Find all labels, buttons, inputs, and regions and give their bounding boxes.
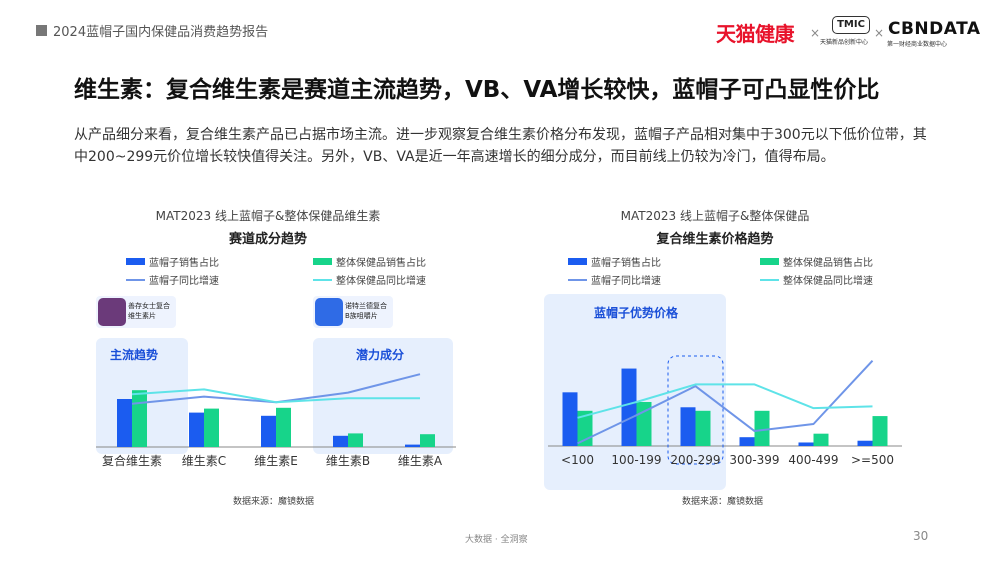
- advantage-price-label: 蓝帽子优势价格: [594, 306, 679, 320]
- legend-item: 蓝帽子同比增速: [568, 272, 661, 287]
- tmall-health-logo: 天猫健康: [716, 22, 795, 46]
- legend-swatch: [568, 258, 587, 265]
- bar-overall-share: [348, 433, 363, 447]
- legend-item: 整体保健品销售占比: [313, 254, 426, 269]
- report-title: 2024蓝帽子国内保健品消费趋势报告: [53, 25, 269, 40]
- logo-separator: ×: [874, 26, 885, 40]
- bar-bluehat-share: [117, 399, 132, 447]
- legend-item: 整体保健品同比增速: [760, 272, 873, 287]
- legend-item: 整体保健品同比增速: [313, 272, 426, 287]
- category-label: 维生素B: [326, 454, 370, 468]
- line-bluehat-growth: [131, 373, 421, 405]
- legend-swatch: [760, 278, 779, 281]
- line-bluehat-growth: [577, 359, 874, 445]
- bar-overall-share: [695, 410, 711, 446]
- line-overall-growth: [131, 388, 420, 404]
- product-name: 善存女士复合维生素片: [128, 302, 170, 320]
- legend-swatch: [126, 258, 145, 265]
- legend-label: 整体保健品同比增速: [783, 276, 873, 287]
- product-bottle-icon: [98, 298, 126, 326]
- product-name: 诺特兰德复合B族咀嚼片: [345, 302, 387, 320]
- potential-label: 潜力成分: [356, 348, 405, 362]
- category-label: >=500: [851, 453, 894, 467]
- legend-label: 蓝帽子同比增速: [591, 276, 661, 287]
- bar-bluehat-share: [405, 444, 420, 447]
- bar-bluehat-share: [857, 440, 873, 446]
- product-card-nature-land: 诺特兰德复合B族咀嚼片: [313, 296, 393, 328]
- bar-overall-share: [204, 408, 219, 447]
- right-chart-title-line1: MAT2023 线上蓝帽子&整体保健品: [620, 209, 810, 223]
- category-label: 300-399: [729, 453, 779, 467]
- legend-label: 蓝帽子同比增速: [149, 276, 219, 287]
- bar-overall-share: [754, 410, 770, 446]
- bar-bluehat-share: [261, 415, 276, 447]
- legend-swatch: [313, 278, 332, 281]
- summary-paragraph: 从产品细分来看，复合维生素产品已占据市场主流。进一步观察复合维生素价格分布发现，…: [74, 127, 927, 165]
- legend-swatch: [126, 278, 145, 281]
- bar-bluehat-share: [562, 392, 578, 446]
- page-number: 30: [913, 529, 929, 543]
- category-label: 200-299: [670, 453, 720, 467]
- category-label: 维生素E: [254, 454, 298, 468]
- category-label: 复合维生素: [102, 453, 162, 468]
- legend-swatch: [313, 258, 332, 265]
- product-bottle-icon: [315, 298, 343, 326]
- footer-tagline: 大数据 · 全洞察: [465, 535, 528, 545]
- left-chart-title-line1: MAT2023 线上蓝帽子&整体保健品维生素: [155, 209, 381, 223]
- bar-overall-share: [813, 433, 829, 446]
- header-square-icon: [36, 25, 47, 36]
- right-chart-title-line2: 复合维生素价格趋势: [656, 232, 774, 247]
- legend-item: 蓝帽子同比增速: [126, 272, 219, 287]
- bar-bluehat-share: [621, 368, 637, 446]
- bar-overall-share: [276, 407, 291, 447]
- bar-bluehat-share: [798, 442, 814, 446]
- bar-overall-share: [872, 416, 888, 446]
- legend-item: 蓝帽子销售占比: [568, 254, 661, 269]
- legend-item: 蓝帽子销售占比: [126, 254, 219, 269]
- line-overall-growth: [577, 383, 873, 419]
- product-card-centrum: 善存女士复合维生素片: [96, 296, 176, 328]
- slide-title: 维生素：复合维生素是赛道主流趋势，VB、VA增长较快，蓝帽子可凸显性价比: [74, 77, 880, 103]
- left-chart-title: MAT2023 线上蓝帽子&整体保健品维生素 赛道成分趋势: [138, 207, 398, 247]
- right-chart-title: MAT2023 线上蓝帽子&整体保健品 复合维生素价格趋势: [585, 207, 845, 247]
- bar-overall-share: [420, 434, 435, 447]
- legend-label: 整体保健品销售占比: [336, 258, 426, 269]
- tmic-logo: TMIC: [832, 16, 870, 34]
- legend-label: 蓝帽子销售占比: [591, 258, 661, 269]
- bar-bluehat-share: [333, 435, 348, 447]
- category-label: 维生素A: [398, 454, 443, 468]
- bar-bluehat-share: [680, 407, 696, 446]
- bar-bluehat-share: [739, 437, 755, 446]
- cbndata-logo: CBNDATA: [888, 19, 981, 39]
- category-label: 维生素C: [182, 454, 226, 468]
- right-chart-plot: <100 100-199 200-299 300-399 400-499 >=500: [548, 355, 902, 467]
- legend-item: 整体保健品销售占比: [760, 254, 873, 269]
- right-chart-source: 数据来源：魔镜数据: [682, 497, 764, 507]
- left-chart-source: 数据来源：魔镜数据: [233, 497, 315, 507]
- logo-separator: ×: [810, 26, 821, 40]
- category-label: <100: [561, 453, 594, 467]
- legend-swatch: [760, 258, 779, 265]
- bar-overall-share: [132, 390, 147, 447]
- legend-swatch: [568, 278, 587, 281]
- cbndata-logo-subtitle: 第一财经商业数据中心: [887, 41, 948, 48]
- left-chart-plot: 复合维生素 维生素C 维生素E 维生素B 维生素A: [96, 373, 456, 468]
- mainstream-label: 主流趋势: [110, 348, 159, 362]
- category-label: 400-499: [788, 453, 838, 467]
- tmic-logo-subtitle: 天猫新品创新中心: [820, 39, 869, 46]
- bar-bluehat-share: [189, 412, 204, 447]
- price-highlight-dashed-box: [667, 355, 724, 465]
- legend-label: 蓝帽子销售占比: [149, 258, 219, 269]
- category-label: 100-199: [611, 453, 661, 467]
- legend-label: 整体保健品销售占比: [783, 258, 873, 269]
- legend-label: 整体保健品同比增速: [336, 276, 426, 287]
- left-chart-title-line2: 赛道成分趋势: [228, 232, 307, 247]
